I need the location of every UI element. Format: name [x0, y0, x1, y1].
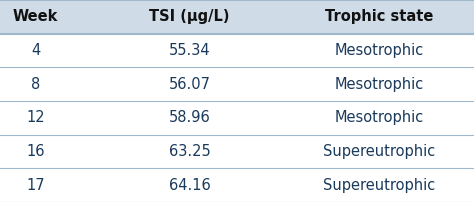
Text: Trophic state: Trophic state	[325, 9, 433, 24]
Text: 16: 16	[26, 144, 45, 159]
Text: TSI (μg/L): TSI (μg/L)	[149, 9, 230, 24]
Text: Mesotrophic: Mesotrophic	[335, 77, 424, 92]
Bar	[0, 0, 474, 34]
Bar	[0, 168, 474, 202]
Text: 8: 8	[31, 77, 40, 92]
Text: Mesotrophic: Mesotrophic	[335, 110, 424, 125]
Text: Supereutrophic: Supereutrophic	[323, 144, 435, 159]
Bar	[0, 67, 474, 101]
Text: Supereutrophic: Supereutrophic	[323, 178, 435, 193]
Text: 64.16: 64.16	[169, 178, 210, 193]
Bar	[0, 135, 474, 168]
Bar	[0, 101, 474, 135]
Bar	[0, 34, 474, 67]
Text: 12: 12	[26, 110, 45, 125]
Text: 58.96: 58.96	[169, 110, 210, 125]
Text: 56.07: 56.07	[169, 77, 210, 92]
Text: Mesotrophic: Mesotrophic	[335, 43, 424, 58]
Text: 17: 17	[26, 178, 45, 193]
Text: 4: 4	[31, 43, 40, 58]
Text: 55.34: 55.34	[169, 43, 210, 58]
Text: 63.25: 63.25	[169, 144, 210, 159]
Text: Week: Week	[13, 9, 58, 24]
